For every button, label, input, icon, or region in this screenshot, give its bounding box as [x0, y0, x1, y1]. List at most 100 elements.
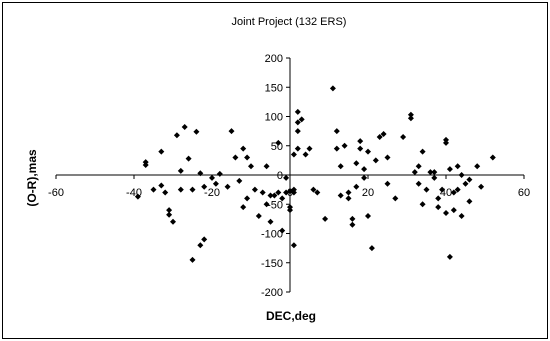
- data-point: [310, 186, 317, 193]
- data-point: [349, 215, 356, 222]
- data-point: [443, 210, 449, 217]
- data-point: [411, 169, 418, 176]
- data-point: [170, 218, 176, 225]
- data-point: [294, 119, 301, 126]
- data-point: [489, 154, 496, 161]
- data-point: [357, 145, 364, 152]
- data-point: [466, 198, 473, 205]
- data-point: [361, 166, 368, 173]
- y-tick-label: -200: [261, 287, 283, 299]
- data-point: [134, 193, 141, 200]
- data-point: [333, 128, 340, 135]
- data-point: [446, 166, 453, 173]
- data-point: [267, 218, 274, 225]
- data-point: [419, 201, 426, 208]
- data-point: [314, 189, 321, 196]
- data-point: [209, 174, 215, 181]
- data-point: [290, 151, 297, 158]
- data-point: [224, 183, 231, 190]
- data-point: [181, 124, 188, 131]
- data-point: [435, 204, 442, 211]
- data-point: [275, 139, 282, 146]
- data-point: [407, 115, 414, 122]
- data-point: [478, 183, 485, 190]
- data-point: [294, 108, 301, 115]
- data-point: [166, 211, 173, 218]
- data-point: [329, 85, 336, 92]
- data-point: [240, 204, 247, 211]
- data-point: [345, 195, 352, 202]
- y-tick-label: -100: [261, 229, 283, 241]
- data-point: [271, 192, 278, 199]
- y-tick-label: 200: [265, 53, 283, 65]
- data-point: [294, 128, 301, 135]
- data-point: [462, 180, 469, 187]
- data-point: [197, 242, 204, 249]
- data-point: [173, 132, 180, 139]
- data-point: [290, 242, 297, 249]
- data-point: [294, 145, 301, 152]
- data-point: [158, 148, 165, 155]
- data-point: [333, 145, 340, 152]
- data-point: [244, 154, 251, 161]
- data-point: [267, 192, 274, 199]
- data-point: [255, 212, 262, 219]
- chart-title: Joint Project (132 ERS): [232, 16, 347, 28]
- data-point: [185, 155, 192, 162]
- data-point: [384, 180, 391, 187]
- data-point: [275, 189, 282, 196]
- data-point: [263, 201, 270, 208]
- data-point: [290, 189, 297, 196]
- y-tick-label: 100: [265, 112, 283, 124]
- data-point: [349, 221, 356, 228]
- y-tick-label: -150: [261, 258, 283, 270]
- data-point: [446, 253, 453, 260]
- data-point: [232, 154, 239, 161]
- data-point: [368, 245, 375, 252]
- data-point: [279, 227, 286, 234]
- data-point: [353, 183, 360, 190]
- data-point: [353, 160, 360, 167]
- data-point: [443, 139, 449, 146]
- data-point: [365, 212, 371, 219]
- data-point: [201, 236, 208, 243]
- data-point: [212, 180, 219, 187]
- data-point: [384, 154, 391, 161]
- data-point: [450, 189, 457, 196]
- data-point: [177, 186, 184, 193]
- y-tick-label: 150: [265, 82, 283, 94]
- data-point: [372, 157, 379, 164]
- data-point: [341, 142, 348, 149]
- data-point: [376, 133, 383, 140]
- data-point: [458, 172, 465, 178]
- data-point: [466, 176, 473, 183]
- data-point: [158, 182, 165, 189]
- data-point: [431, 174, 438, 181]
- data-point: [216, 170, 223, 177]
- x-tick-label: 60: [518, 187, 530, 199]
- data-point: [322, 215, 329, 222]
- data-point: [337, 192, 344, 199]
- data-point: [419, 148, 426, 155]
- data-point: [427, 169, 434, 176]
- data-point: [458, 212, 465, 219]
- x-tick-label: 20: [362, 187, 374, 199]
- data-point: [166, 207, 173, 214]
- x-axis-title: DEC,deg: [266, 309, 316, 323]
- data-point: [279, 195, 286, 202]
- data-point: [228, 128, 235, 135]
- y-tick-label: -50: [267, 199, 283, 211]
- data-point: [357, 138, 364, 145]
- data-point: [450, 207, 457, 214]
- data-point: [244, 195, 251, 202]
- data-point: [454, 186, 461, 193]
- data-point: [189, 186, 196, 193]
- data-point: [251, 186, 258, 193]
- data-point: [162, 189, 169, 196]
- data-point: [345, 189, 352, 196]
- data-point: [407, 111, 414, 118]
- data-point: [415, 180, 422, 187]
